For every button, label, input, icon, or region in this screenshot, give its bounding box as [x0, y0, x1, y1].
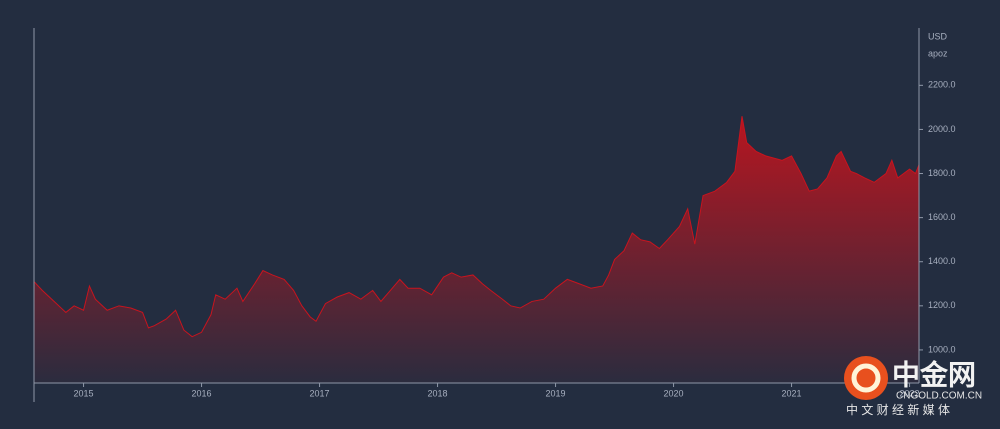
- y-tick-label: 2000.0: [928, 124, 956, 134]
- x-tick-label: 2018: [428, 388, 448, 398]
- watermark-site: CNGOLD.COM.CN: [896, 391, 982, 402]
- plot: 1000.0 1200.0 1400.0 1600.0 1800.0 2000.0 2200…: [33, 80, 956, 398]
- x-tick-label: 2017: [310, 388, 330, 398]
- y-tick-label: 1800.0: [928, 168, 956, 178]
- x-tick-label: 2022: [900, 388, 920, 398]
- x-tick-label: 2021: [782, 388, 802, 398]
- y-unit: USD: [928, 31, 948, 41]
- y-tick-label: 2200.0: [928, 80, 956, 90]
- y-unit-sub: apoz: [928, 48, 948, 58]
- x-tick-label: 2020: [664, 388, 684, 398]
- line: [33, 116, 920, 338]
- watermark-slogan: 中 文 财 经 新 媒 体: [846, 402, 950, 417]
- logo: [844, 356, 888, 400]
- x-tick-label: 2015: [74, 388, 94, 398]
- y-tick-label: 1200.0: [928, 300, 956, 310]
- area: [34, 116, 919, 383]
- x-tick-label: 2016: [192, 388, 212, 398]
- logo-mark: [851, 363, 881, 393]
- x-tick-label: 2019: [546, 388, 566, 398]
- watermark: 中金网 CNGOLD.COM.CN 中 文 财 经 新 媒 体: [844, 356, 982, 417]
- y-tick-label: 1400.0: [928, 256, 956, 266]
- y-tick-label: 1600.0: [928, 212, 956, 222]
- watermark-brand: 中金网: [892, 358, 976, 390]
- y-tick-label: 1000.0: [928, 344, 956, 354]
